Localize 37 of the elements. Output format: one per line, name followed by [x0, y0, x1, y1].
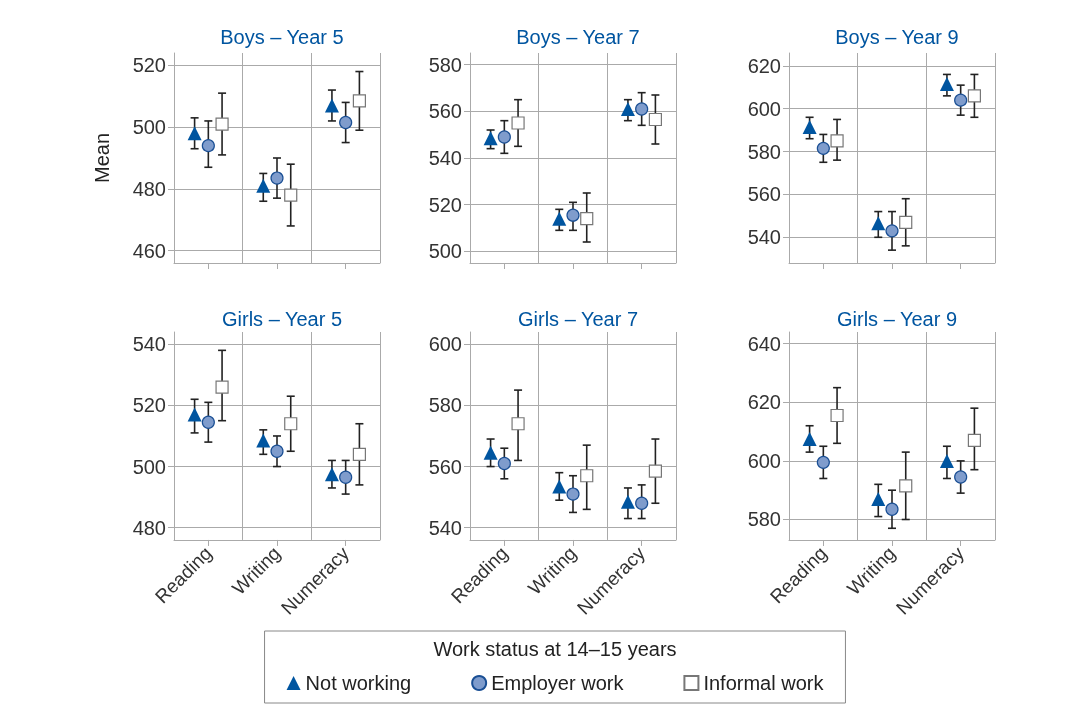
legend-title: Work status at 14–15 years: [433, 638, 677, 660]
y-tick-label: 460: [132, 239, 166, 262]
chart-title: Girls – Year 5: [221, 308, 343, 330]
y-tick-label: 520: [428, 193, 462, 216]
legend-label: Not working: [305, 672, 412, 694]
y-axis-title: Mean: [91, 132, 113, 184]
y-tick-label: 540: [428, 516, 462, 539]
y-tick-label: 540: [132, 333, 166, 356]
legend-label: Informal work: [703, 672, 825, 694]
y-tick-label: 580: [747, 508, 781, 531]
y-tick-label: 580: [747, 140, 781, 163]
y-tick-label: 600: [747, 449, 781, 472]
y-tick-label: 520: [132, 54, 166, 77]
y-tick-label: 500: [132, 116, 166, 139]
chart-title: Girls – Year 9: [836, 308, 958, 330]
chart-title: Boys – Year 5: [220, 26, 344, 48]
y-tick-label: 600: [747, 97, 781, 120]
chart-title: Boys – Year 7: [516, 26, 640, 48]
y-tick-label: 560: [428, 455, 462, 478]
y-tick-label: 480: [132, 516, 166, 539]
y-tick-label: 500: [132, 455, 166, 478]
y-tick-label: 580: [428, 394, 462, 417]
y-tick-label: 560: [428, 100, 462, 123]
y-tick-label: 580: [428, 53, 462, 76]
y-tick-label: 540: [747, 226, 781, 249]
y-tick-label: 620: [747, 391, 781, 414]
chart-title: Girls – Year 7: [517, 308, 639, 330]
y-tick-label: 500: [428, 240, 462, 263]
y-tick-label: 480: [132, 177, 166, 200]
y-tick-label: 600: [428, 333, 462, 356]
y-tick-label: 640: [747, 332, 781, 355]
legend-label: Employer work: [491, 672, 625, 694]
y-tick-label: 540: [428, 147, 462, 169]
y-tick-label: 520: [132, 394, 166, 417]
y-tick-label: 620: [747, 54, 781, 77]
y-tick-label: 560: [747, 183, 781, 206]
chart-title: Boys – Year 9: [835, 26, 959, 48]
